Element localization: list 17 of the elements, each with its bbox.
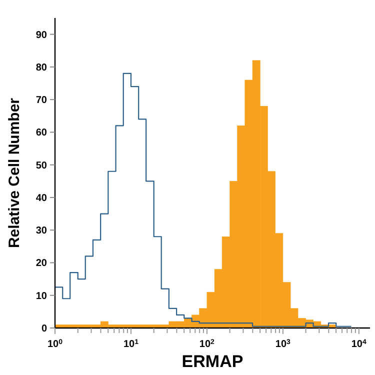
y-tick-label: 50: [36, 160, 48, 172]
x-tick-label: 10$^{3}$: [275, 338, 291, 350]
y-tick-label: 90: [36, 30, 48, 41]
x-axis-title: ERMAP: [182, 352, 244, 371]
x-tick-label: 10$^{0}$: [47, 338, 63, 350]
x-tick-label: 10$^{1}$: [123, 338, 139, 350]
y-tick-label: 60: [36, 128, 48, 139]
y-tick-label: 10: [36, 290, 48, 302]
y-tick-label: 20: [36, 258, 48, 270]
y-tick-label: 40: [36, 192, 48, 204]
y-tick-label: 0: [41, 324, 48, 334]
y-tick-label: 80: [36, 62, 48, 74]
x-tick-label: 10$^{2}$: [199, 338, 215, 350]
x-tick-label: 10$^{4}$: [351, 338, 367, 350]
y-tick-label: 70: [36, 95, 48, 106]
y-tick-label: 30: [36, 226, 48, 237]
y-axis-title: Relative Cell Number: [6, 98, 23, 248]
